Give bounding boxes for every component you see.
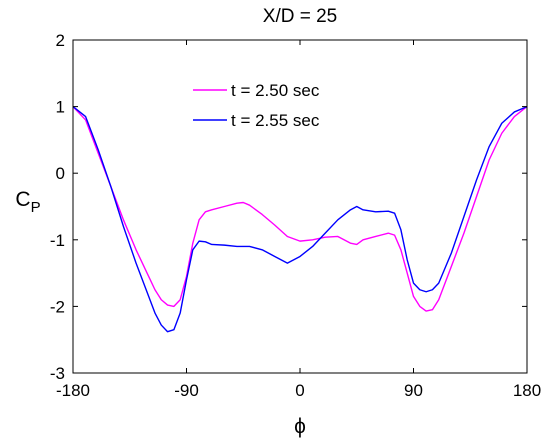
y-tick-label: -1 — [50, 231, 65, 250]
x-tick-label: 0 — [295, 381, 304, 400]
y-tick-label: -2 — [50, 297, 65, 316]
series-line-1 — [72, 106, 528, 312]
plot-area: -180 -90 0 90 180 -3 -2 -1 0 1 2 — [50, 31, 541, 400]
y-tick-label: 1 — [56, 98, 65, 117]
y-axis-label-subscript: P — [31, 199, 41, 216]
legend-label-1: t = 2.50 sec — [231, 81, 320, 100]
x-tick-label: 90 — [404, 381, 423, 400]
legend: t = 2.50 sec t = 2.55 sec — [193, 81, 320, 130]
x-tick-label: -180 — [56, 381, 90, 400]
series-line-2 — [72, 105, 528, 333]
y-axis-label: CP — [15, 188, 40, 216]
x-tick-label: -90 — [174, 381, 199, 400]
chart-title: X/D = 25 — [263, 6, 337, 27]
legend-label-2: t = 2.55 sec — [231, 111, 320, 130]
y-axis-label-main: C — [15, 188, 30, 211]
y-tick-label: -3 — [50, 364, 65, 383]
y-tick-label: 2 — [56, 31, 65, 50]
y-tick-label: 0 — [56, 164, 65, 183]
x-axis-label: ϕ — [294, 415, 306, 438]
x-tick-label: 180 — [513, 381, 541, 400]
